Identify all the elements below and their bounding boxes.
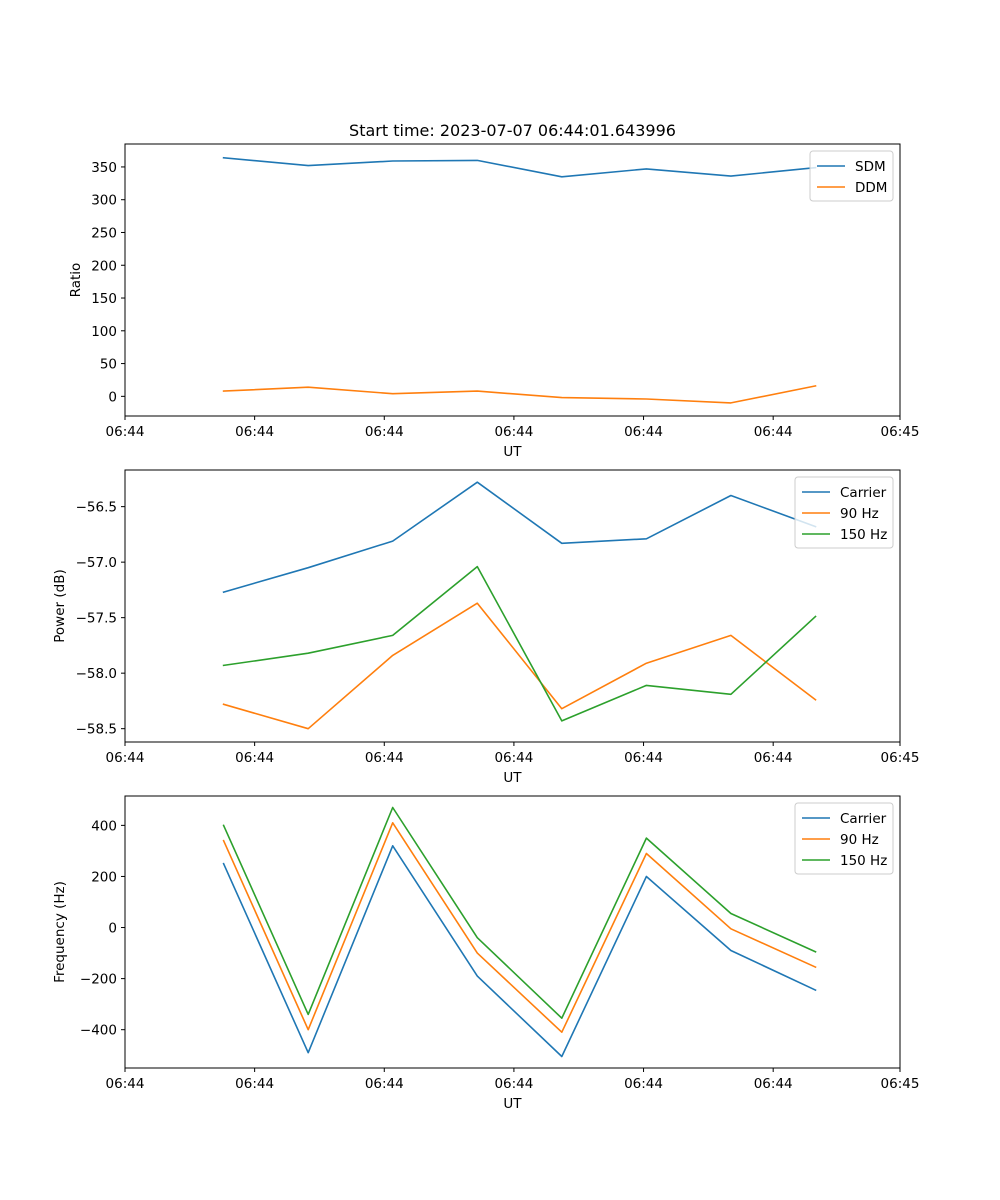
chart-panel-2: 06:44 06:44 06:44 06:44 06:44 06:44 06:45 −58.5… bbox=[52, 469, 920, 786]
y-tick-label: −57.0 bbox=[76, 555, 117, 571]
legend-entry-label: Carrier bbox=[840, 485, 887, 501]
legend-box bbox=[794, 476, 894, 549]
legend-entry-label: 90 Hz bbox=[840, 832, 879, 848]
plot-area-frame bbox=[124, 143, 901, 417]
series-line-ddm bbox=[222, 384, 817, 404]
x-tick-label: 06:44 bbox=[624, 750, 663, 766]
y-axis-label: Frequency (Hz) bbox=[52, 881, 68, 983]
x-tick-label: 06:45 bbox=[881, 424, 920, 440]
y-tick-label: 200 bbox=[91, 258, 117, 274]
x-tick-label: 06:45 bbox=[881, 1076, 920, 1092]
y-tick-label: 150 bbox=[91, 291, 117, 307]
y-tick-label: 300 bbox=[91, 193, 117, 209]
legend: Carrier 90 Hz 150 Hz bbox=[794, 476, 894, 549]
y-tick-label: −58.0 bbox=[76, 666, 117, 682]
series-line-carrier bbox=[222, 844, 817, 1058]
x-tick-label: 06:44 bbox=[754, 1076, 793, 1092]
y-tick-label: 250 bbox=[91, 225, 117, 241]
y-axis-label: Ratio bbox=[68, 263, 84, 298]
series-line-sdm bbox=[222, 156, 817, 178]
x-tick-label: 06:44 bbox=[235, 424, 274, 440]
legend-entry-label: Carrier bbox=[840, 811, 887, 827]
y-tick-label: 0 bbox=[108, 921, 117, 937]
series-line-90-hz bbox=[222, 821, 817, 1033]
x-tick-label: 06:44 bbox=[624, 424, 663, 440]
legend-entry-label: SDM bbox=[855, 159, 886, 175]
x-axis-label: UT bbox=[503, 1096, 522, 1112]
x-tick-label: 06:44 bbox=[494, 424, 533, 440]
x-tick-label: 06:44 bbox=[754, 750, 793, 766]
y-axis-label: Power (dB) bbox=[52, 569, 68, 642]
series-line-90-hz bbox=[222, 602, 817, 730]
x-tick-label: 06:45 bbox=[881, 750, 920, 766]
y-tick-label: −58.5 bbox=[76, 722, 117, 738]
x-tick-label: 06:44 bbox=[365, 1076, 404, 1092]
chart-title: Start time: 2023-07-07 06:44:01.643996 bbox=[349, 121, 676, 140]
chart-panel-3: 06:44 06:44 06:44 06:44 06:44 06:44 06:45 −400 −… bbox=[52, 795, 920, 1112]
series-line-150-hz bbox=[222, 806, 817, 1020]
x-tick-label: 06:44 bbox=[754, 424, 793, 440]
legend-entry-label: 150 Hz bbox=[840, 853, 887, 869]
x-tick-label: 06:44 bbox=[365, 750, 404, 766]
y-tick-label: −56.5 bbox=[76, 500, 117, 516]
legend: Carrier 90 Hz 150 Hz bbox=[794, 802, 894, 875]
y-tick-label: −200 bbox=[80, 972, 117, 988]
legend-entry-label: 90 Hz bbox=[840, 506, 879, 522]
legend-box bbox=[809, 150, 894, 202]
y-tick-label: 400 bbox=[91, 818, 117, 834]
x-tick-label: 06:44 bbox=[106, 750, 145, 766]
chart-panel-1: Start time: 2023-07-07 06:44:01.643996 06… bbox=[68, 121, 919, 460]
x-axis-label: UT bbox=[503, 444, 522, 460]
y-tick-label: 0 bbox=[108, 389, 117, 405]
legend: SDM DDM bbox=[809, 150, 894, 202]
x-tick-label: 06:44 bbox=[624, 1076, 663, 1092]
x-tick-label: 06:44 bbox=[494, 750, 533, 766]
plot-area-frame bbox=[124, 469, 901, 743]
x-tick-label: 06:44 bbox=[106, 1076, 145, 1092]
legend-box bbox=[794, 802, 894, 875]
x-tick-label: 06:44 bbox=[106, 424, 145, 440]
x-tick-label: 06:44 bbox=[494, 1076, 533, 1092]
y-tick-label: 350 bbox=[91, 160, 117, 176]
x-axis-label: UT bbox=[503, 770, 522, 786]
plot-area-frame bbox=[124, 795, 901, 1069]
y-tick-label: 50 bbox=[100, 357, 117, 373]
series-line-carrier bbox=[222, 481, 817, 594]
y-tick-label: −400 bbox=[80, 1023, 117, 1039]
x-tick-label: 06:44 bbox=[235, 1076, 274, 1092]
y-tick-label: 200 bbox=[91, 869, 117, 885]
y-tick-label: 100 bbox=[91, 324, 117, 340]
x-tick-label: 06:44 bbox=[235, 750, 274, 766]
series-line-150-hz bbox=[222, 565, 817, 722]
x-tick-label: 06:44 bbox=[365, 424, 404, 440]
legend-entry-label: 150 Hz bbox=[840, 527, 887, 543]
y-tick-label: −57.5 bbox=[76, 611, 117, 627]
legend-entry-label: DDM bbox=[855, 180, 887, 196]
